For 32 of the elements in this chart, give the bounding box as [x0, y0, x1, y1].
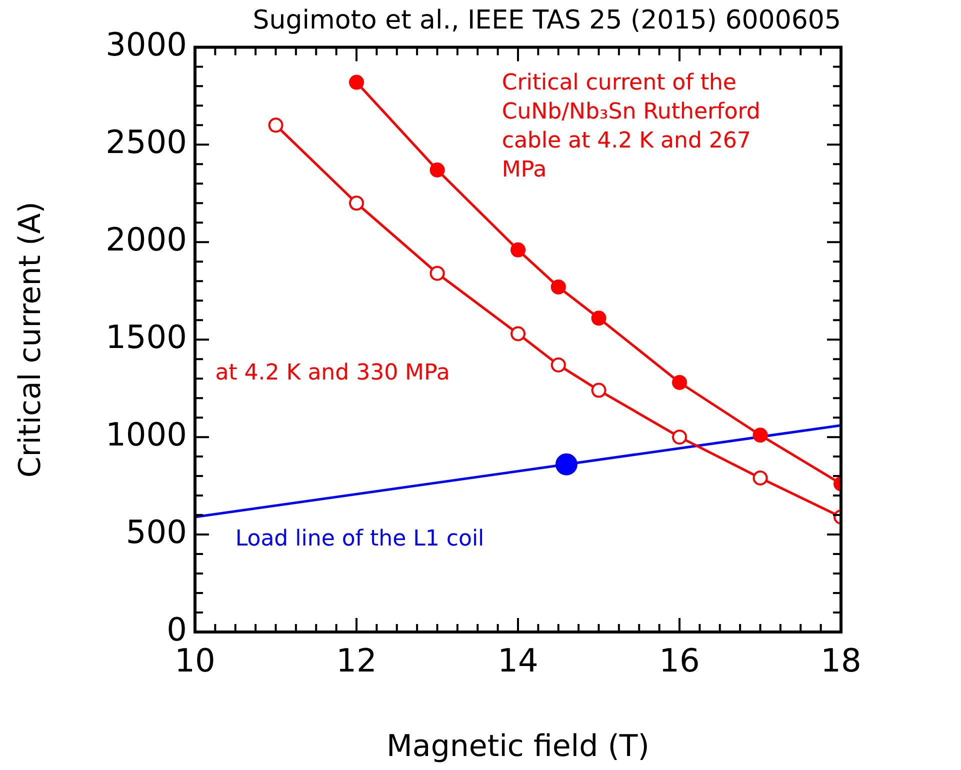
point [550, 357, 566, 372]
point [591, 310, 606, 326]
y-axis-title: Critical current (A) [12, 202, 48, 478]
x-axis-title: Magnetic field (T) [386, 728, 650, 764]
point [550, 279, 566, 294]
y-tick-label: 3000 [106, 26, 187, 64]
point [591, 382, 606, 398]
point [349, 74, 364, 90]
x-tick-label: 14 [498, 642, 538, 680]
y-tick-label: 2500 [106, 122, 187, 161]
point [430, 162, 445, 178]
y-tick-label: 500 [126, 512, 187, 551]
point [349, 196, 364, 211]
y-tick-label: 1000 [106, 415, 187, 454]
x-tick-label: 12 [336, 642, 377, 680]
point [752, 428, 768, 443]
point [510, 242, 526, 258]
series-label: Critical current of the CuNb/Nb₃Sn Rutherford cable at 4.2 K and 267 MPa [502, 70, 760, 182]
point [555, 453, 578, 476]
point [672, 374, 687, 390]
point [672, 430, 687, 445]
chart-title: Sugimoto et al., IEEE TAS 25 (2015) 6000605 [252, 5, 841, 36]
y-tick-label: 2000 [106, 220, 187, 258]
series-label: Load line of the L1 coil [235, 526, 484, 552]
point [752, 470, 768, 486]
text: at 4.2 K and 330 MPa [215, 360, 450, 386]
point [510, 326, 526, 342]
x-tick-label: 18 [820, 642, 862, 680]
point [430, 266, 445, 281]
y-tick-label: 1500 [106, 318, 187, 356]
x-tick-label: 16 [659, 642, 700, 680]
point [268, 118, 284, 133]
